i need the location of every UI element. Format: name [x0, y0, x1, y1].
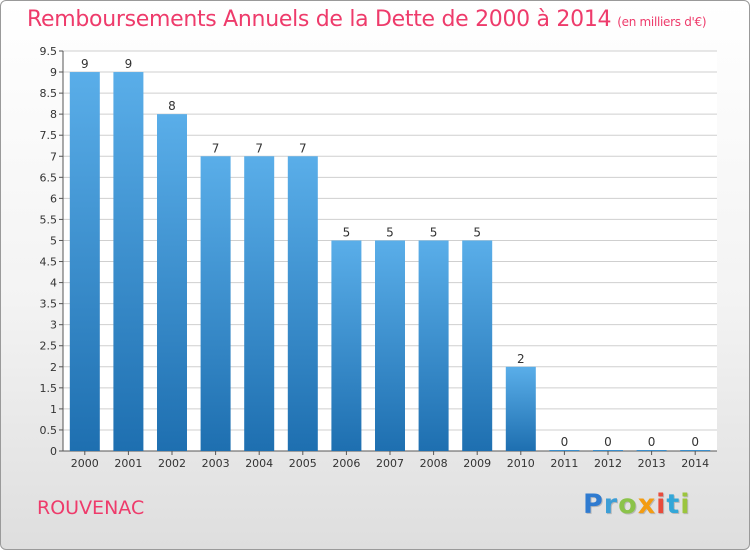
- y-tick-label: 9.5: [40, 45, 58, 58]
- title-text: Remboursements Annuels de la Dette de 20…: [27, 7, 612, 32]
- x-tick-label-2000: 2000: [71, 457, 99, 470]
- bar-2006: [331, 240, 362, 451]
- x-tick-label-2013: 2013: [638, 457, 666, 470]
- bar-2009: [462, 240, 493, 451]
- data-label-2013: 0: [648, 435, 656, 449]
- y-tick-label: 4: [50, 277, 57, 290]
- x-tick-label-2010: 2010: [507, 457, 535, 470]
- y-tick-label: 8: [50, 108, 57, 121]
- town-name: ROUVENAC: [37, 497, 145, 519]
- data-label-2003: 7: [212, 141, 220, 155]
- x-tick-label-2005: 2005: [289, 457, 317, 470]
- bar-2008: [418, 240, 449, 451]
- data-label-2009: 5: [473, 225, 481, 239]
- bar-2005: [287, 156, 318, 451]
- bar-2001: [113, 72, 144, 451]
- y-tick-label: 2.5: [40, 340, 58, 353]
- bar-2011: [549, 450, 580, 451]
- unit-label: (en milliers d'€): [617, 15, 707, 29]
- bar-2003: [200, 156, 231, 451]
- bar-2010: [505, 366, 536, 451]
- data-label-2008: 5: [430, 225, 438, 239]
- data-label-2014: 0: [691, 435, 699, 449]
- y-tick-label: 0.5: [40, 424, 58, 437]
- y-tick-label: 0: [50, 445, 57, 458]
- y-tick-label: 3.5: [40, 298, 58, 311]
- x-tick-label-2003: 2003: [202, 457, 230, 470]
- y-tick-label: 6: [50, 192, 57, 205]
- x-tick-label-2009: 2009: [463, 457, 491, 470]
- y-tick-label: 6.5: [40, 171, 58, 184]
- data-label-2001: 9: [125, 57, 133, 71]
- x-tick-label-2004: 2004: [245, 457, 273, 470]
- x-tick-label-2011: 2011: [550, 457, 578, 470]
- y-tick-label: 3: [50, 319, 57, 332]
- bar-2007: [375, 240, 405, 451]
- y-tick-label: 4.5: [40, 256, 58, 269]
- y-tick-label: 7: [50, 150, 57, 163]
- data-label-2000: 9: [81, 57, 89, 71]
- x-tick-label-2014: 2014: [681, 457, 709, 470]
- data-label-2010: 2: [517, 352, 525, 366]
- x-tick-label-2006: 2006: [332, 457, 360, 470]
- data-label-2002: 8: [168, 99, 176, 113]
- x-tick-label-2002: 2002: [158, 457, 186, 470]
- y-tick-label: 1: [50, 403, 57, 416]
- bar-2012: [593, 450, 623, 451]
- bar-2004: [244, 156, 275, 451]
- y-tick-label: 5: [50, 234, 57, 247]
- x-tick-label-2007: 2007: [376, 457, 404, 470]
- x-tick-label-2001: 2001: [114, 457, 142, 470]
- y-tick-label: 9: [50, 66, 57, 79]
- data-label-2006: 5: [343, 225, 351, 239]
- bar-2013: [636, 450, 667, 451]
- x-tick-label-2012: 2012: [594, 457, 622, 470]
- y-tick-label: 1.5: [40, 382, 58, 395]
- bar-2000: [69, 72, 100, 451]
- y-tick-label: 5.5: [40, 213, 58, 226]
- x-tick-label-2008: 2008: [420, 457, 448, 470]
- data-label-2005: 7: [299, 141, 307, 155]
- bar-2014: [680, 450, 711, 451]
- proxiti-logo: Proxiti: [583, 489, 691, 520]
- chart-title: Remboursements Annuels de la Dette de 20…: [27, 7, 707, 32]
- y-tick-label: 7.5: [40, 129, 58, 142]
- bar-2002: [157, 114, 187, 451]
- y-tick-label: 8.5: [40, 87, 58, 100]
- data-label-2007: 5: [386, 225, 394, 239]
- data-label-2011: 0: [561, 435, 569, 449]
- data-label-2012: 0: [604, 435, 612, 449]
- y-tick-label: 2: [50, 361, 57, 374]
- data-label-2004: 7: [255, 141, 263, 155]
